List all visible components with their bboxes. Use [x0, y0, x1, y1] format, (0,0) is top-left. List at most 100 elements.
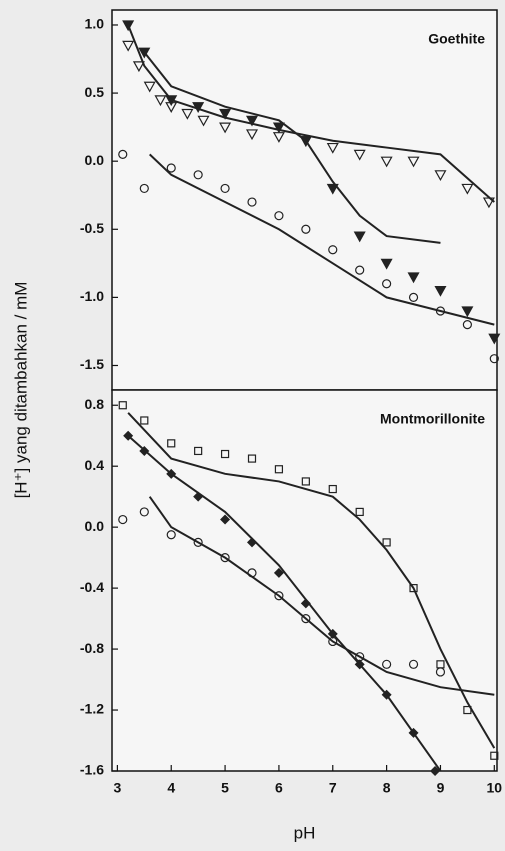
model-line [127, 434, 442, 772]
x-tick-label: 10 [487, 780, 503, 796]
y-tick-label: 0.5 [85, 84, 105, 100]
x-tick-label: 7 [329, 780, 337, 796]
data-point [461, 306, 474, 318]
x-tick-label: 8 [383, 780, 391, 796]
data-point [380, 156, 393, 168]
data-point [181, 108, 194, 120]
y-tick-label: -1.6 [80, 762, 104, 778]
panel-label: Goethite [428, 31, 485, 47]
data-point [382, 538, 391, 547]
data-point [220, 514, 231, 525]
data-point [434, 170, 447, 182]
data-point [122, 40, 135, 52]
model-line [149, 153, 495, 326]
data-point [274, 591, 284, 601]
data-point [328, 636, 338, 647]
data-point [167, 439, 176, 448]
x-tick-label: 9 [437, 780, 445, 796]
data-point [219, 122, 232, 134]
data-point [380, 258, 393, 270]
data-point [407, 156, 420, 168]
data-point [382, 279, 392, 289]
x-tick-label: 5 [221, 780, 229, 796]
y-tick-label: -1.5 [80, 356, 104, 372]
data-point [132, 61, 145, 73]
data-point [220, 183, 230, 194]
data-point [300, 598, 311, 609]
data-point [193, 537, 203, 548]
data-point [274, 465, 284, 474]
data-point [355, 507, 364, 517]
data-point [118, 514, 128, 525]
data-point [247, 454, 257, 463]
data-point [407, 272, 420, 284]
plot-frame [111, 9, 498, 391]
data-point [488, 333, 501, 345]
data-point [154, 95, 167, 107]
data-point [118, 149, 128, 159]
data-point [326, 183, 339, 195]
data-point [143, 81, 156, 93]
y-tick-label: -0.5 [80, 220, 104, 236]
model-line [143, 51, 441, 244]
y-tick-label: 1.0 [85, 16, 105, 32]
model-line [127, 24, 495, 203]
data-point [382, 659, 392, 669]
data-point [220, 449, 230, 459]
model-line [127, 412, 496, 749]
data-point [166, 530, 176, 540]
data-point [462, 320, 472, 330]
data-point [301, 477, 310, 486]
data-point [274, 211, 284, 221]
data-point [434, 285, 447, 297]
data-point [435, 667, 446, 677]
data-point [353, 149, 366, 161]
y-axis-label: [H⁺] yang ditambahkan / mM [11, 282, 30, 499]
y-tick-label: -0.8 [80, 640, 104, 656]
data-point [197, 115, 210, 127]
data-point [273, 567, 284, 578]
plot-frame [111, 389, 498, 772]
data-point [118, 401, 127, 410]
data-point [489, 354, 499, 364]
y-tick-label: -1.2 [80, 701, 104, 717]
data-point [194, 446, 203, 456]
data-point [245, 129, 259, 141]
data-point [220, 553, 230, 563]
data-point [409, 584, 418, 593]
data-point [166, 163, 176, 173]
y-tick-label: 0.0 [85, 518, 105, 534]
x-tick-label: 4 [167, 780, 175, 796]
data-point [301, 613, 311, 624]
y-tick-label: 0.4 [85, 457, 105, 473]
data-point [140, 416, 149, 425]
data-point [408, 292, 419, 302]
data-point [355, 652, 365, 662]
data-point [490, 751, 499, 760]
panel-label: Montmorillonite [380, 411, 485, 427]
data-point [272, 122, 285, 134]
y-tick-label: 0.8 [85, 396, 105, 412]
data-point [353, 231, 366, 243]
model-line [148, 496, 495, 696]
data-point [139, 507, 149, 517]
y-tick-label: 0.0 [85, 152, 105, 168]
data-point [193, 170, 203, 180]
data-point [408, 659, 419, 669]
data-point [461, 183, 474, 195]
data-point [301, 224, 311, 234]
data-point [326, 142, 339, 154]
y-tick-label: -1.0 [80, 288, 104, 304]
data-point [247, 197, 257, 207]
x-axis-label: pH [294, 823, 316, 842]
data-point [219, 108, 232, 120]
data-point [328, 245, 338, 255]
x-tick-label: 6 [275, 780, 283, 796]
y-tick-label: -0.4 [80, 579, 104, 595]
data-point [355, 265, 365, 275]
data-point [328, 484, 337, 494]
data-point [139, 183, 149, 194]
x-tick-label: 3 [113, 780, 121, 796]
data-point [245, 115, 259, 127]
